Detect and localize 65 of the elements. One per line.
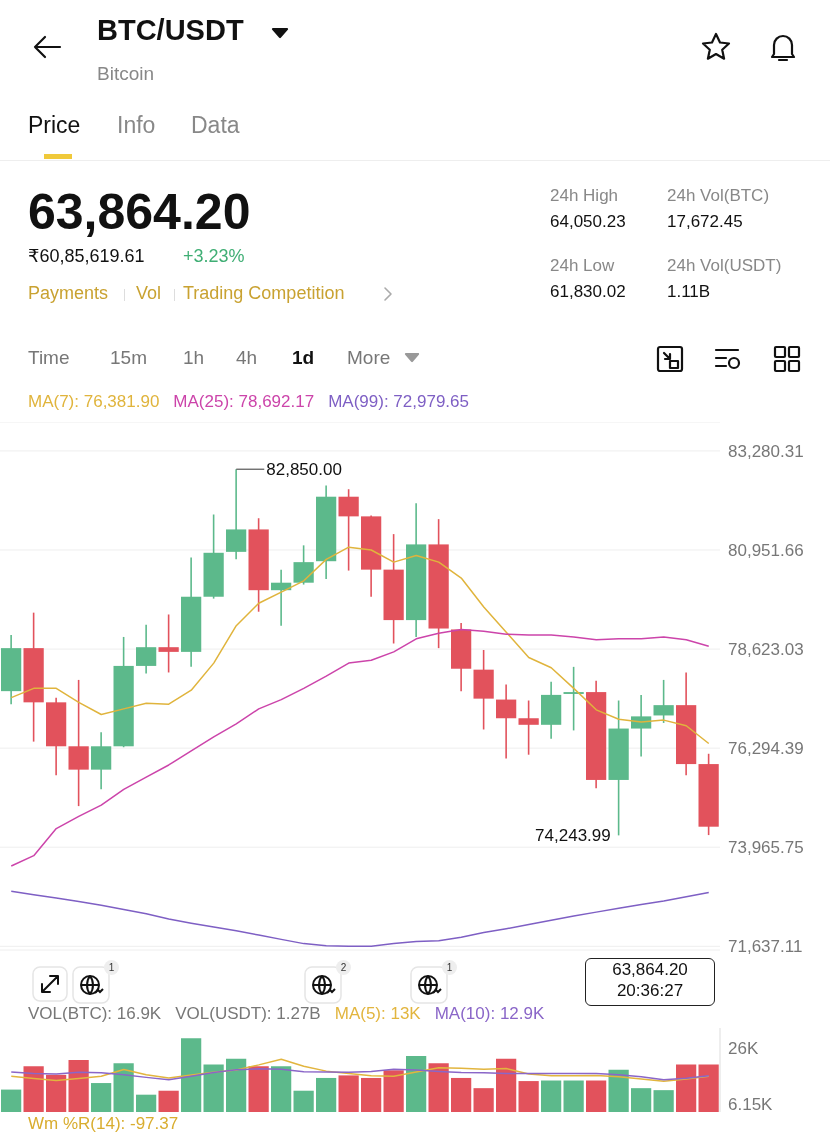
text: 63,864.20	[611, 959, 689, 980]
text: Info	[117, 112, 156, 140]
candlestick	[653, 679, 674, 724]
candlestick	[91, 731, 112, 791]
text: 61,830.02	[550, 282, 626, 303]
y-tick-label: 71,637.11	[728, 937, 803, 957]
text: MA(25): 78,692.17	[173, 392, 315, 412]
text: VOL(USDT): 1.27B	[175, 1004, 321, 1024]
text: Time	[28, 347, 70, 370]
text: 24h Vol(USDT)	[667, 256, 782, 277]
text: 1d	[292, 347, 315, 370]
text: 1	[442, 960, 457, 975]
text: VOL(BTC): 16.9K	[28, 1004, 162, 1024]
y-tick-label: 73,965.75	[728, 838, 804, 858]
text: Price	[28, 112, 81, 140]
line-series	[10, 1058, 710, 1083]
text: MA(5): 13K	[334, 1004, 421, 1024]
candlestick	[496, 683, 517, 760]
text: 64,050.23	[550, 212, 626, 233]
y-tick-label: 6.15K	[728, 1095, 774, 1115]
text: 2	[336, 960, 351, 975]
line-series	[10, 1068, 710, 1081]
candlestick	[136, 623, 157, 675]
text: 24h Low	[550, 256, 615, 277]
text: More	[347, 347, 391, 370]
candlestick	[338, 488, 359, 572]
y-tick-label: 78,623.03	[728, 640, 804, 660]
text: 1h	[183, 347, 205, 370]
annotation: 82,850.00	[266, 460, 342, 480]
y-tick-label: 83,280.31	[728, 441, 804, 461]
text: MA(7): 76,381.90	[28, 392, 160, 412]
text: 63,864.20	[28, 183, 251, 242]
text: 4h	[236, 347, 258, 370]
text: 20:36:27	[615, 980, 685, 1001]
candlestick	[518, 699, 539, 756]
text: MA(99): 72,979.65	[328, 392, 469, 412]
y-tick-label: 26K	[728, 1038, 759, 1058]
text: 17,672.45	[667, 212, 743, 233]
line-series	[10, 546, 710, 745]
candlestick	[226, 468, 247, 561]
text: Vol	[136, 283, 162, 305]
text: 1.11B	[667, 282, 711, 303]
line-series	[10, 890, 710, 948]
text: 24h Vol(BTC)	[667, 186, 770, 207]
line-series	[10, 628, 710, 867]
text: Wm %R(14): -97.37	[28, 1114, 179, 1134]
chart-title: BTC/USDT	[97, 14, 244, 47]
text: Trading Competition	[183, 283, 345, 305]
candlestick	[158, 613, 179, 674]
text: 15m	[110, 347, 147, 370]
text: Payments	[28, 283, 109, 305]
chart-subtitle: Bitcoin	[97, 63, 155, 85]
candlestick	[631, 694, 652, 758]
candlestick	[293, 544, 314, 586]
text: MA(10): 12.9K	[434, 1004, 545, 1024]
text: Data	[191, 112, 240, 140]
annotation: 74,243.99	[535, 826, 611, 846]
text: 1	[104, 960, 119, 975]
text: ₹60,85,619.61	[28, 246, 145, 268]
text: 24h High	[550, 186, 619, 207]
y-tick-label: 76,294.39	[728, 739, 804, 759]
text: +3.23%	[183, 246, 245, 268]
candlestick	[68, 679, 89, 807]
y-tick-label: 80,951.66	[728, 541, 804, 561]
candlestick	[563, 666, 584, 732]
